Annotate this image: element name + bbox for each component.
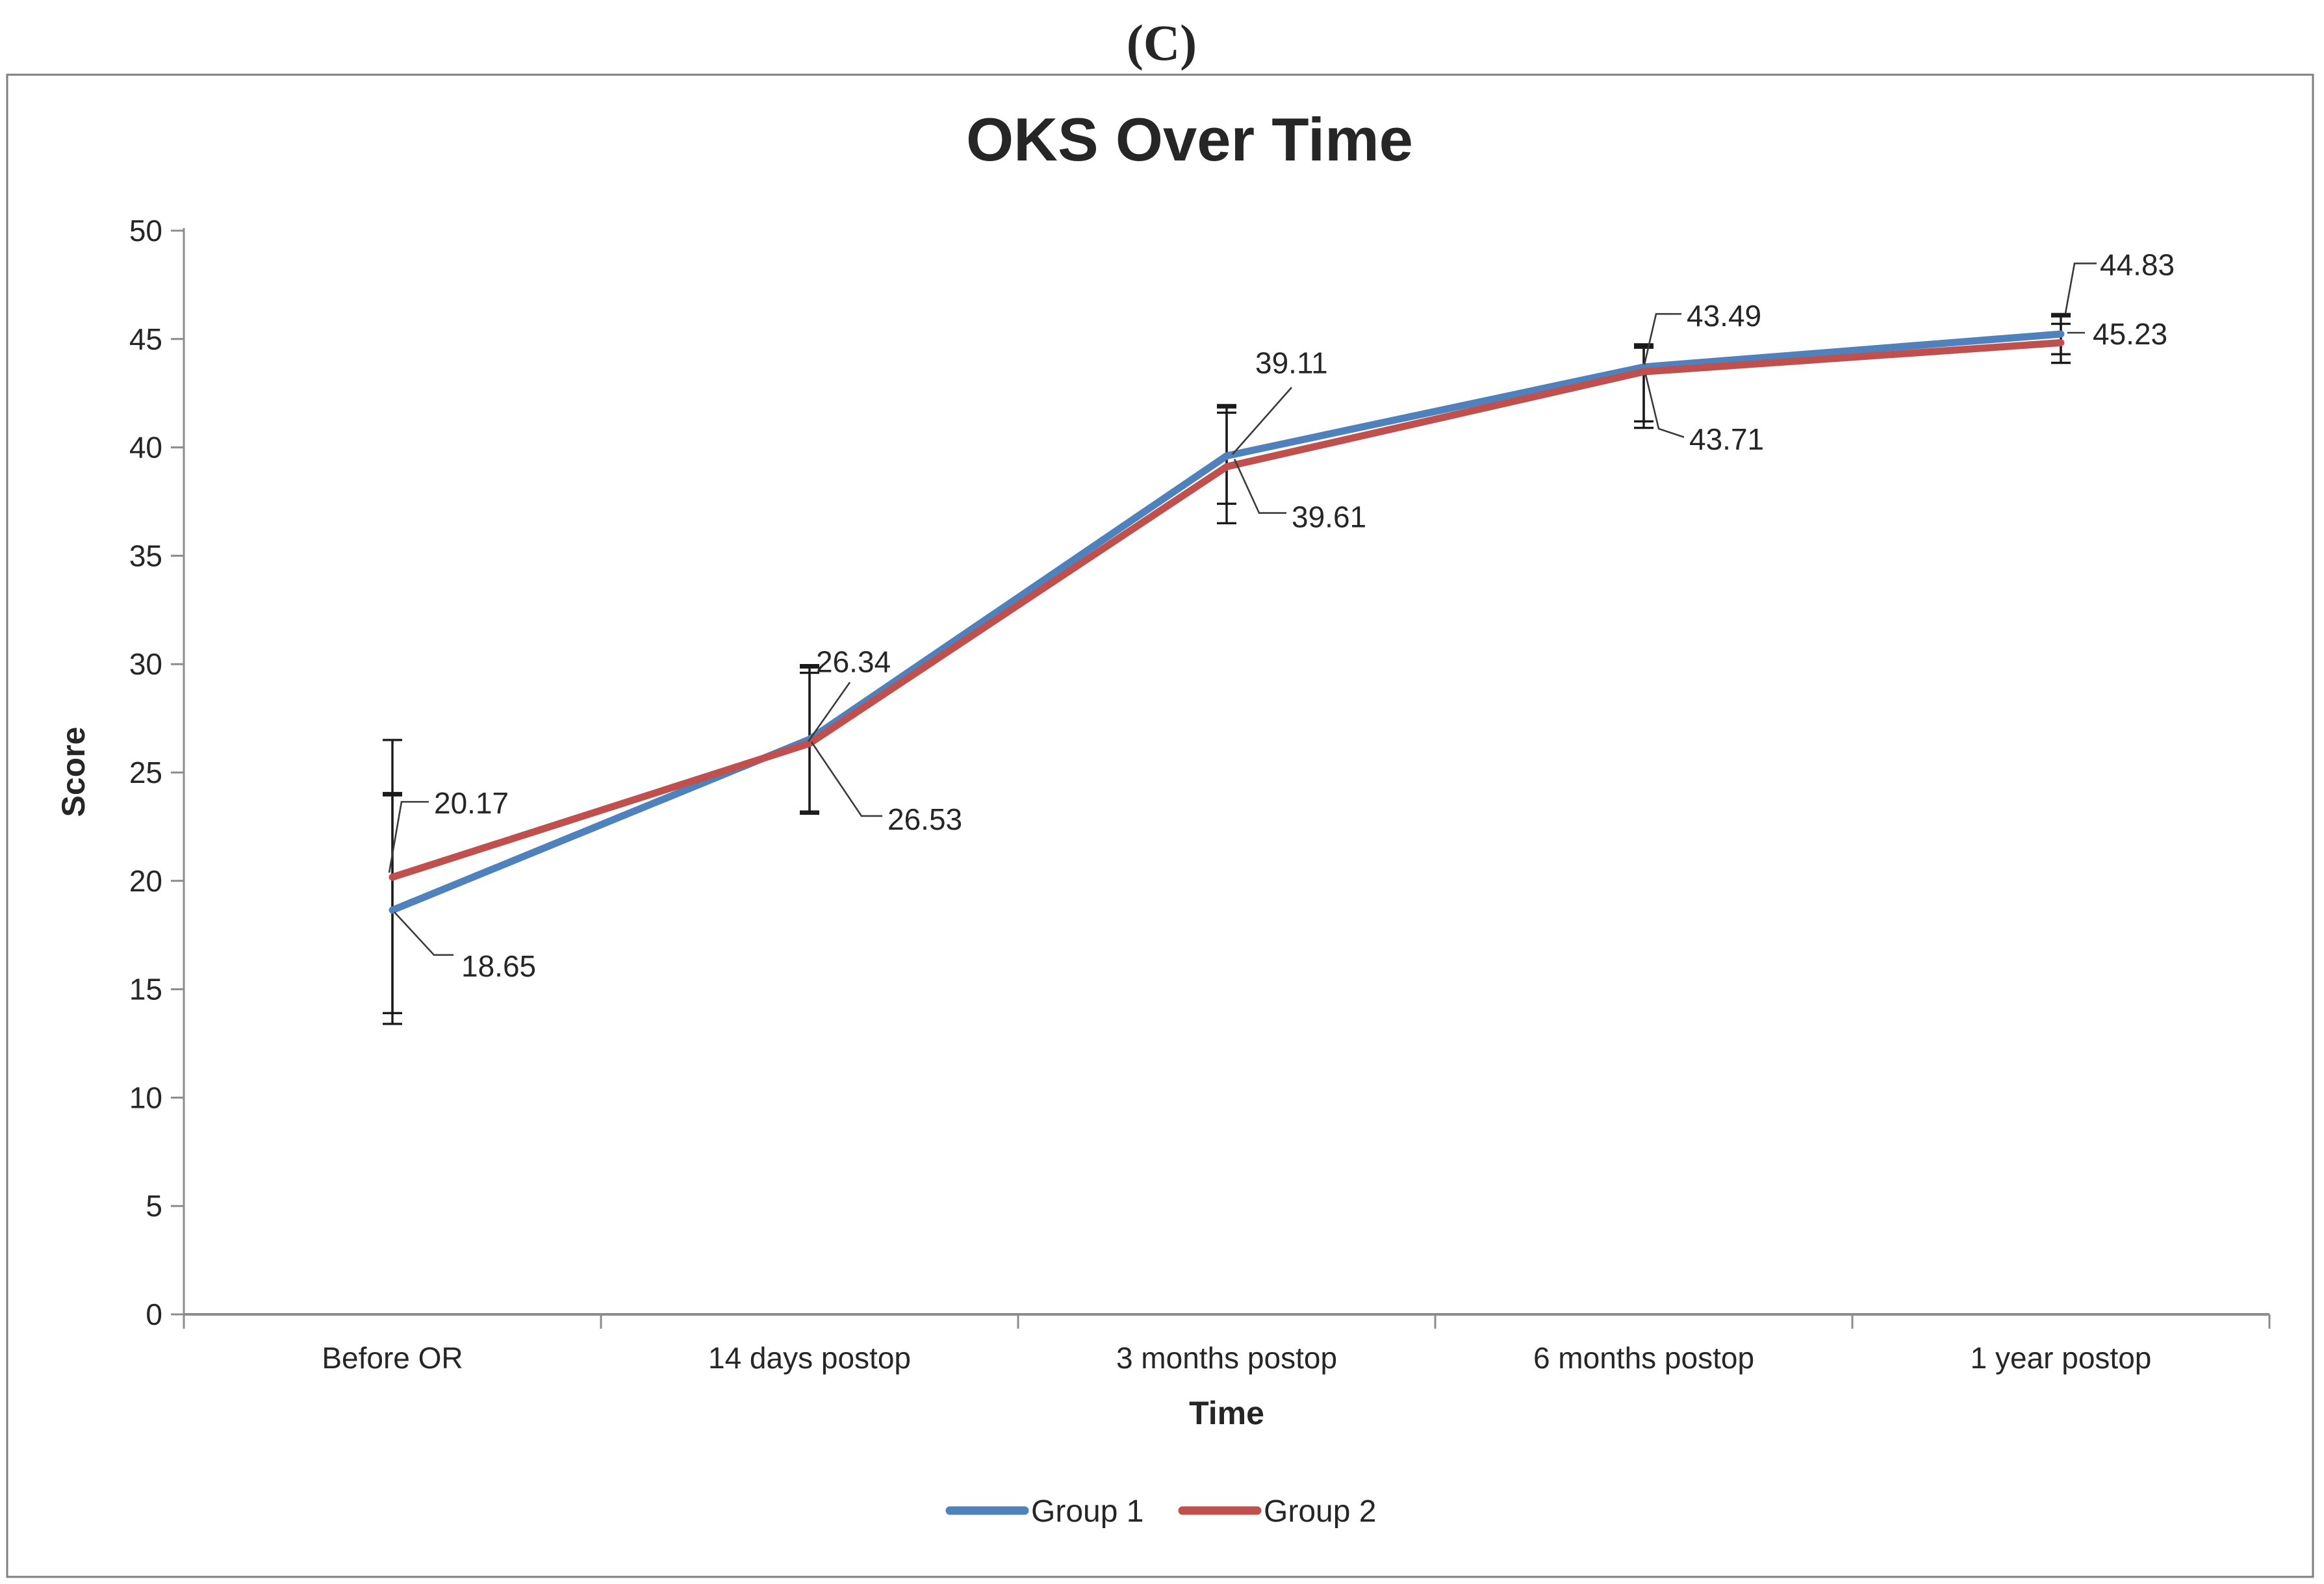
- legend-item-group-2: Group 2: [1178, 1494, 1376, 1529]
- error-bar-group-2: [1634, 346, 1654, 429]
- y-tick-label: 10: [129, 1080, 162, 1114]
- series-line-group-2: [389, 339, 2065, 881]
- x-tick-label: 14 days postop: [708, 1341, 911, 1375]
- data-label: 26.53: [887, 802, 962, 836]
- data-label-leader: [810, 741, 882, 817]
- y-tick-label: 0: [146, 1297, 162, 1331]
- y-axis-title: Score: [55, 727, 92, 817]
- y-tick-label: 30: [129, 647, 162, 681]
- data-label-leader: [394, 911, 453, 956]
- y-tick-label: 20: [129, 864, 162, 898]
- x-axis-title: Time: [1189, 1395, 1264, 1431]
- data-label: 26.34: [816, 645, 891, 678]
- legend-label: Group 2: [1264, 1494, 1376, 1529]
- data-label: 43.71: [1689, 422, 1764, 456]
- chart-title: OKS Over Time: [966, 105, 1413, 173]
- data-label: 20.17: [434, 786, 509, 820]
- legend: Group 1 Group 2: [945, 1494, 1376, 1529]
- y-tick-label: 40: [129, 431, 162, 465]
- x-tick-label: 1 year postop: [1971, 1341, 2152, 1375]
- series-line-group-1: [389, 330, 2065, 914]
- data-label-leader: [1644, 374, 1685, 439]
- data-label-leader: [1232, 387, 1292, 455]
- data-label: 44.83: [2100, 248, 2175, 281]
- x-tick-label: 3 months postop: [1116, 1341, 1337, 1375]
- data-label-leader: [1233, 459, 1286, 514]
- y-tick-label: 45: [129, 322, 162, 356]
- x-tick-label: 6 months postop: [1533, 1341, 1754, 1375]
- data-label-leader: [2064, 262, 2097, 314]
- data-label: 43.49: [1687, 299, 1761, 333]
- data-label-leader: [1643, 313, 1681, 365]
- y-tick-label: 50: [129, 214, 162, 248]
- data-label: 18.65: [461, 949, 536, 983]
- plot-area: 0 5 10 15 20 25 30 35 40 45 50 Before OR 14 days pos…: [129, 214, 2271, 1375]
- legend-label: Group 1: [1031, 1494, 1143, 1529]
- data-label-leader: [388, 800, 429, 873]
- y-tick-label: 35: [129, 539, 162, 572]
- figure-panel-label: (C): [1127, 14, 1197, 71]
- y-tick-label: 15: [129, 973, 162, 1006]
- data-label-leader: [807, 682, 851, 743]
- data-label: 39.61: [1292, 500, 1366, 534]
- data-label: 45.23: [2093, 317, 2167, 351]
- y-tick-label: 25: [129, 756, 162, 789]
- legend-item-group-1: Group 1: [945, 1494, 1143, 1529]
- y-tick-label: 5: [146, 1189, 162, 1223]
- data-label: 39.11: [1255, 346, 1328, 379]
- x-tick-label: Before OR: [322, 1341, 463, 1375]
